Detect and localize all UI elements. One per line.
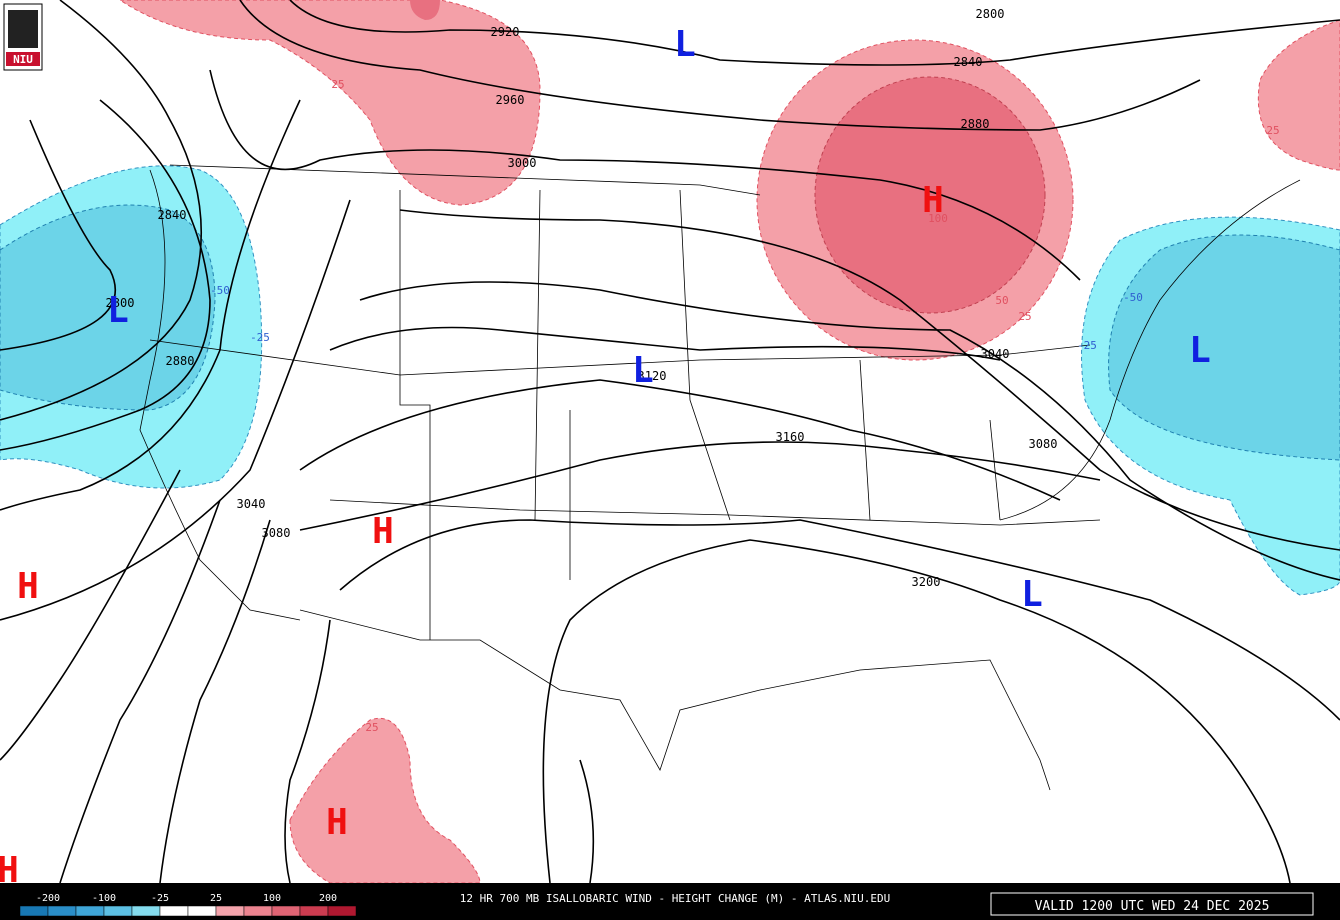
contour-label: 2960 <box>496 93 525 107</box>
legend-label: -100 <box>92 893 116 904</box>
contour-label: 2880 <box>961 117 990 131</box>
legend-label: 25 <box>210 893 222 904</box>
pressure-center: H <box>922 180 944 221</box>
shading <box>0 0 1340 884</box>
contour-label: 3040 <box>237 497 266 511</box>
contour-label: 3160 <box>776 430 805 444</box>
pressure-center: L <box>1021 574 1043 615</box>
change-label: -50 <box>1123 291 1143 304</box>
change-label: 100 <box>928 212 948 225</box>
change-label: 25 <box>365 721 378 734</box>
pressure-center: H <box>17 566 39 607</box>
pressure-center: L <box>1189 330 1211 371</box>
pressure-center: H <box>372 511 394 552</box>
pressure-center: L <box>632 350 654 391</box>
legend-swatch <box>243 905 273 917</box>
legend-swatch <box>19 905 49 917</box>
contour-label: 2840 <box>158 208 187 222</box>
boundaries <box>139 164 1301 791</box>
contour-label: 3000 <box>508 156 537 170</box>
contour-label: 2920 <box>491 25 520 39</box>
legend-swatch <box>327 905 357 917</box>
contour-label: 3080 <box>262 526 291 540</box>
pressure-center: H <box>326 802 348 843</box>
legend-swatch <box>215 905 245 917</box>
contour-label: 2800 <box>976 7 1005 21</box>
change-label: 25 <box>1266 124 1279 137</box>
change-label: 25 <box>1018 310 1031 323</box>
legend-swatch <box>103 905 133 917</box>
legend-label: 100 <box>263 893 281 904</box>
logo-tower <box>8 10 38 48</box>
pressure-center: L <box>674 24 696 65</box>
pressure-center: L <box>107 290 129 331</box>
change-label: 25 <box>331 78 344 91</box>
contour-label: 3040 <box>981 347 1010 361</box>
contour-label: 2880 <box>166 354 195 368</box>
legend-swatch <box>131 905 161 917</box>
contour-label: 2840 <box>954 55 983 69</box>
pressure-center: H <box>0 850 19 891</box>
valid-box <box>990 892 1314 916</box>
legend-swatch <box>159 905 189 917</box>
legend-swatch <box>271 905 301 917</box>
legend-swatch <box>75 905 105 917</box>
footer-title: 12 HR 700 MB ISALLOBARIC WIND - HEIGHT C… <box>460 892 890 905</box>
contour-label: 3080 <box>1029 437 1058 451</box>
change-label: 50 <box>995 294 1008 307</box>
legend-label: -200 <box>36 893 60 904</box>
legend-label: 200 <box>319 893 337 904</box>
contours <box>0 0 1340 884</box>
legend-swatch <box>47 905 77 917</box>
legend-swatch <box>187 905 217 917</box>
legend-label: -25 <box>151 893 169 904</box>
contour-label: 3200 <box>912 575 941 589</box>
contour-label: 2800 <box>106 296 135 310</box>
legend-swatch <box>299 905 329 917</box>
change-label: -25 <box>250 331 270 344</box>
contour-label: 3120 <box>638 369 667 383</box>
valid-time: VALID 1200 UTC WED 24 DEC 2025 <box>1035 899 1270 914</box>
change-label: -25 <box>1077 339 1097 352</box>
logo-badge <box>6 52 40 66</box>
logo-text: NIU <box>13 53 33 66</box>
change-label: -50 <box>210 284 230 297</box>
